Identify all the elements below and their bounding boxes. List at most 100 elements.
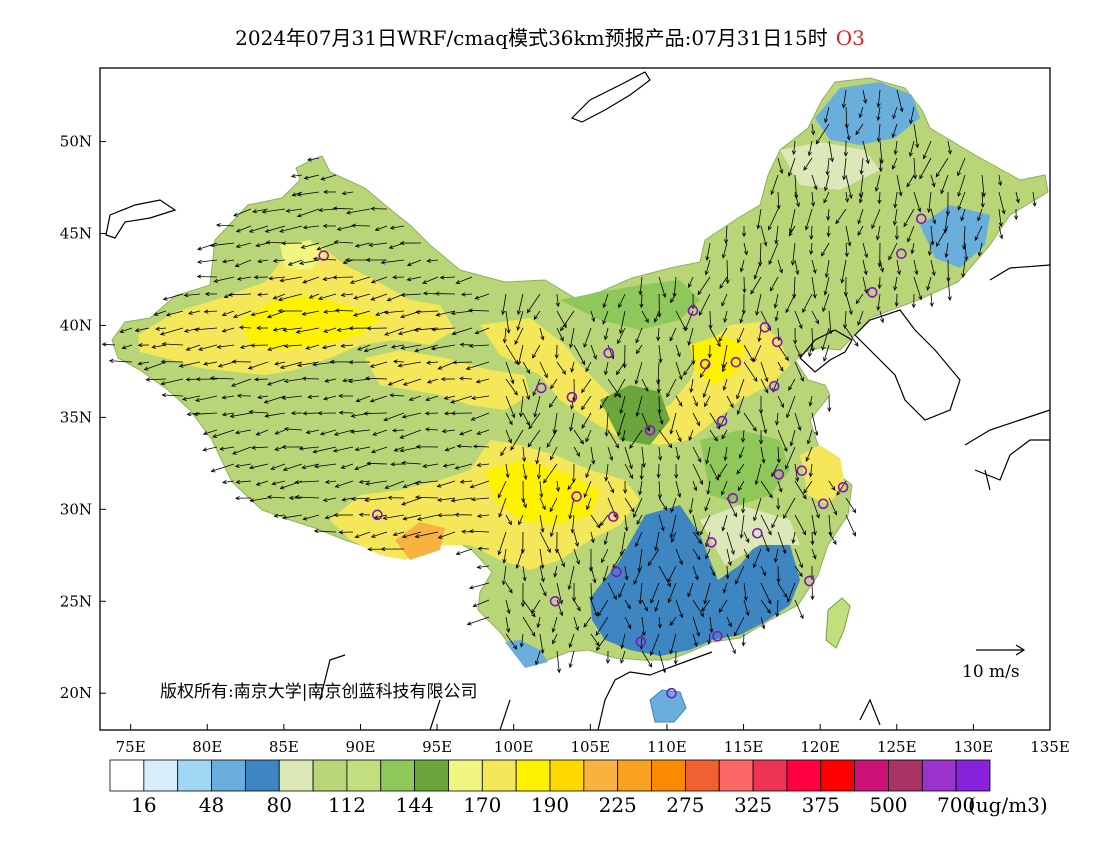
wind-arrow [724,225,729,245]
station-marker [706,537,717,548]
lon-tick-label: 100E [494,738,534,756]
colorbar-swatch [617,759,652,792]
wind-arrow [391,428,405,433]
title-text: 2024年07月31日WRF/cmaq模式36km预报产品:07月31日15时 [235,26,828,50]
wind-arrow [476,429,490,435]
wind-arrow [137,343,150,348]
wind-arrow [573,429,584,445]
wind-arrow [597,599,609,617]
wind-arrow [697,276,711,296]
wind-arrow [536,463,542,480]
colorbar-tick-label: 170 [463,793,501,817]
wind-arrow [267,344,286,351]
wind-arrow [862,242,869,259]
wind-arrow [792,276,797,299]
wind-arrow [725,259,730,285]
wind-arrow [272,293,286,300]
wind-arrow [399,240,422,246]
wind-arrow [738,446,745,459]
wind-arrow [760,480,773,499]
wind-arrow [416,514,439,521]
wind-arrow [859,157,864,175]
wind-arrow [160,359,184,364]
wind-arrow [181,395,201,401]
wind-arrow [570,395,575,410]
wind-arrow [143,361,167,371]
lon-tick-label: 90E [345,738,375,756]
wind-arrow [294,494,320,500]
colorbar-swatch [752,759,788,792]
colorbar-tick-label: 500 [869,793,907,817]
wind-arrow [187,310,201,315]
wind-arrow [656,327,661,342]
wind-arrow [893,140,898,156]
colorbar-tick-label: 700 [937,793,975,817]
wind-arrow [279,276,303,283]
wind-arrow [743,412,757,432]
wind-arrow [267,495,286,500]
colorbar-swatch [583,759,619,792]
wind-arrow [266,378,286,386]
wind-arrow [436,497,456,502]
korea-japan-coast [854,309,961,421]
wind-arrow [726,616,732,628]
wind-arrow [302,514,320,521]
wind-arrow [667,582,677,604]
wind-arrow [288,495,303,501]
wind-arrow [803,157,813,171]
wind-arrow [333,239,354,245]
wind-arrow [657,395,662,415]
wind-arrow [477,546,490,551]
wind-arrow [183,293,201,298]
wind-arrow [760,225,768,247]
wind-arrow [622,344,627,369]
wind-arrow [617,412,626,437]
sichuan-green [600,385,670,445]
wind-arrow [777,395,784,409]
wind-arrow [539,480,544,499]
wind-arrow [614,378,626,398]
station-marker [768,380,780,392]
wind-arrow [743,242,749,256]
ne-low-zone-2 [920,205,990,268]
wind-arrow [739,259,745,273]
wind-arrow [155,326,167,331]
wind-arrow [369,361,388,368]
wind-arrow [641,599,648,612]
wind-arrow [567,565,575,591]
wind-arrow [456,444,473,449]
wind-arrow [927,242,933,257]
wind-arrow [221,259,235,264]
wind-arrow [835,208,847,225]
wind-arrow [305,429,320,435]
wind-arrow [348,326,371,331]
wind-arrow [669,616,677,627]
wind-arrow [828,480,836,491]
wind-arrow [783,497,796,519]
wind-arrow [974,225,983,242]
wind-arrow [722,582,728,594]
wind-arrow [221,412,235,417]
wind-arrow [754,463,762,486]
wind-arrow [583,327,592,349]
wind-arrow [603,361,609,376]
wind-arrow [296,208,320,218]
wind-arrow [161,393,184,398]
wind-arrow [466,616,490,626]
wind-arrow [522,565,527,582]
wind-arrow [354,242,371,248]
wind-arrow [502,548,507,564]
wind-arrow [283,426,303,432]
wind-arrow [692,463,703,485]
wind-arrow [888,242,898,261]
wind-arrow [302,411,320,416]
wind-arrow [776,446,781,464]
wind-arrow [874,174,881,192]
wind-arrow [454,512,473,517]
wind-arrow [773,548,779,564]
wind-arrow [723,446,728,462]
station-marker [866,287,878,298]
wind-arrow [517,344,524,366]
wind-arrow [443,395,456,400]
wind-arrow [930,259,936,277]
